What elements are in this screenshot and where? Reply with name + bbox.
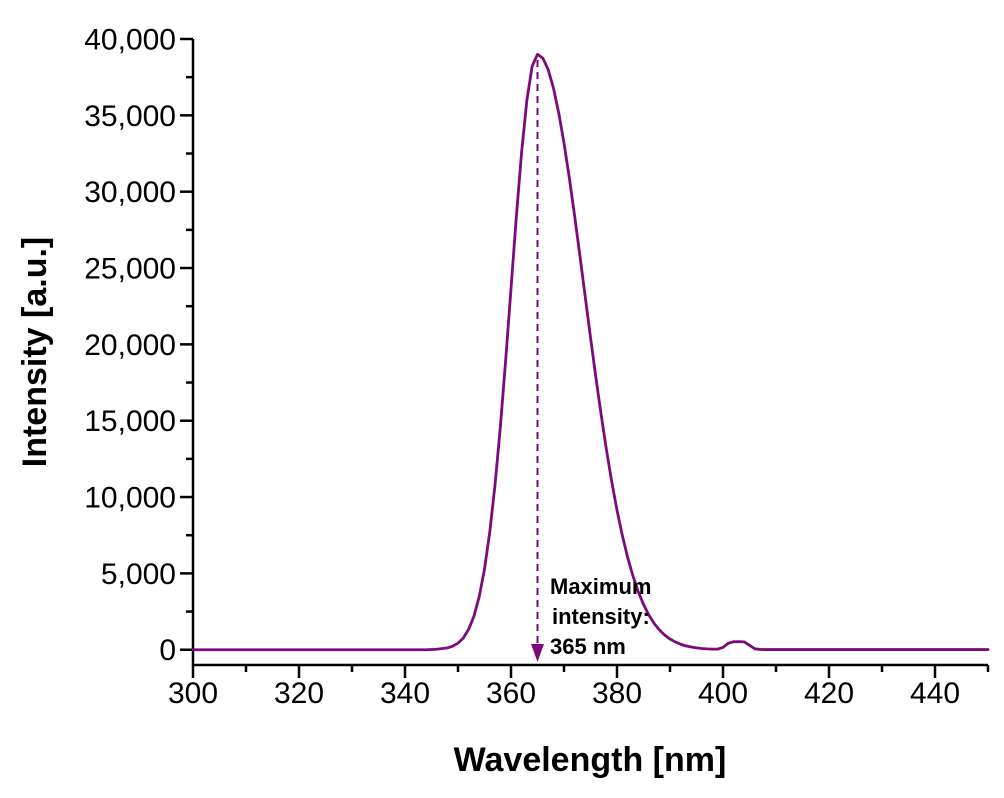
x-axis-title: Wavelength [nm]	[454, 741, 727, 779]
y-axis-tick-label: 5,000	[101, 558, 176, 591]
axis-lines	[191, 39, 988, 667]
y-axis-tick-label: 30,000	[84, 176, 176, 209]
axes-layer	[191, 39, 988, 667]
x-axis-tick-label: 340	[380, 677, 430, 710]
tick-labels-layer: 300 320 340 360 380 400 420 440 0 5,000 10,000 15,0…	[84, 24, 960, 711]
y-axis-tick-label: 10,000	[84, 482, 176, 515]
annotation-text-line-1: Maximum	[550, 574, 651, 599]
y-axis-tick-label: 15,000	[84, 405, 176, 438]
y-axis-tick-label: 20,000	[84, 329, 176, 362]
ticks-layer	[180, 37, 990, 678]
annotation-group: Maximum intensity: 365 nm	[531, 60, 651, 662]
x-axis-tick-label: 360	[486, 677, 536, 710]
y-axis-tick-label: 0	[159, 634, 176, 667]
series-layer	[191, 52, 990, 652]
x-axis-tick-label: 400	[698, 677, 748, 710]
x-axis-tick-label: 420	[804, 677, 854, 710]
x-axis-tick-label: 300	[168, 677, 218, 710]
x-axis-tick-label: 440	[910, 677, 960, 710]
y-axis-tick-label: 25,000	[84, 253, 176, 286]
y-axis-tick-label: 40,000	[84, 24, 176, 57]
x-axis-tick-label: 320	[274, 677, 324, 710]
x-axis-tick-label: 380	[592, 677, 642, 710]
annotation-arrowhead-icon	[531, 644, 544, 662]
y-axis-title: Intensity [a.u.]	[16, 237, 54, 467]
y-axis-tick-label: 35,000	[84, 100, 176, 133]
spectrum-line	[191, 52, 990, 652]
annotation-text-line-3: 365 nm	[550, 634, 626, 659]
annotation-text-line-2: intensity:	[552, 604, 650, 629]
